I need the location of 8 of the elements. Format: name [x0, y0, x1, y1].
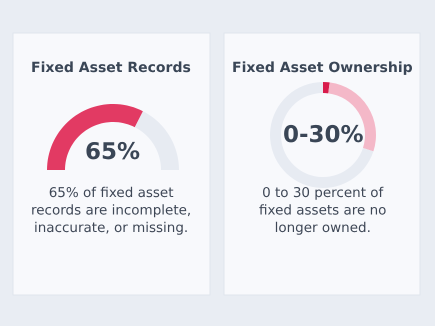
- text: 0-30%: [283, 122, 364, 148]
- text: 65%: [85, 139, 140, 165]
- text: 65% of fixed asset records are incomplete, inaccurate, or missing.: [31, 185, 192, 236]
- chart-title: Fixed Asset Ownership: [232, 60, 413, 76]
- donut-slice: [270, 82, 374, 188]
- chart-title: Fixed Asset Records: [31, 60, 191, 76]
- donut-slice: [323, 82, 330, 94]
- text: 0 to 30 percent of fixed assets are no longer owned.: [259, 185, 386, 236]
